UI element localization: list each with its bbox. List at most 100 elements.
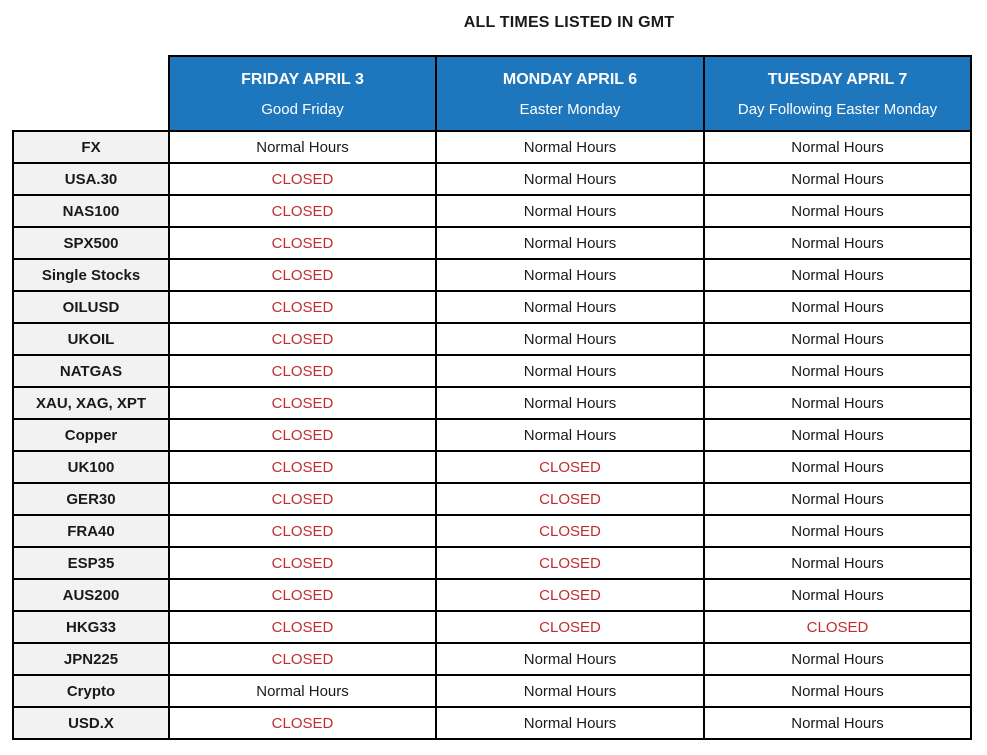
cell-value: CLOSED [435,450,705,484]
table-row: Crypto Normal Hours Normal Hours Normal … [12,674,972,708]
table-row: AUS200 CLOSED CLOSED Normal Hours [12,578,972,612]
cell-value: CLOSED [168,162,437,196]
cell-value: Normal Hours [703,386,972,420]
table-row: USD.X CLOSED Normal Hours Normal Hours [12,706,972,740]
row-label: Crypto [12,674,170,708]
page-title: ALL TIMES LISTED IN GMT [463,14,675,31]
cell-value: Normal Hours [435,674,705,708]
cell-value: Normal Hours [703,290,972,324]
cell-value: CLOSED [168,322,437,356]
table-header-row: FRIDAY APRIL 3 Good Friday MONDAY APRIL … [13,55,972,132]
cell-value: Normal Hours [703,514,972,548]
cell-value: Normal Hours [435,162,705,196]
table-row: GER30 CLOSED CLOSED Normal Hours [12,482,972,516]
table-row: ESP35 CLOSED CLOSED Normal Hours [12,546,972,580]
cell-value: Normal Hours [703,642,972,676]
column-header-friday: FRIDAY APRIL 3 Good Friday [168,55,437,132]
cell-value: CLOSED [435,546,705,580]
column-header-monday: MONDAY APRIL 6 Easter Monday [435,55,705,132]
table-row: FX Normal Hours Normal Hours Normal Hour… [12,130,972,164]
row-label: Single Stocks [12,258,170,292]
cell-value: Normal Hours [703,354,972,388]
row-label: USD.X [12,706,170,740]
cell-value: Normal Hours [435,418,705,452]
row-label: Copper [12,418,170,452]
cell-value: Normal Hours [703,322,972,356]
table-row: NAS100 CLOSED Normal Hours Normal Hours [12,194,972,228]
table-row: JPN225 CLOSED Normal Hours Normal Hours [12,642,972,676]
cell-value: CLOSED [703,610,972,644]
cell-value: CLOSED [168,386,437,420]
cell-value: CLOSED [168,482,437,516]
cell-value: Normal Hours [703,482,972,516]
column-day-subtitle: Easter Monday [519,101,621,118]
row-label: ESP35 [12,546,170,580]
row-label: GER30 [12,482,170,516]
row-label: NATGAS [12,354,170,388]
cell-value: Normal Hours [435,386,705,420]
table-row: UK100 CLOSED CLOSED Normal Hours [12,450,972,484]
table-row: HKG33 CLOSED CLOSED CLOSED [12,610,972,644]
cell-value: Normal Hours [435,706,705,740]
row-label: XAU, XAG, XPT [12,386,170,420]
cell-value: CLOSED [168,642,437,676]
cell-value: Normal Hours [703,130,972,164]
row-label: OILUSD [12,290,170,324]
cell-value: Normal Hours [435,354,705,388]
row-label: JPN225 [12,642,170,676]
cell-value: Normal Hours [435,226,705,260]
cell-value: CLOSED [435,482,705,516]
row-label: UKOIL [12,322,170,356]
cell-value: Normal Hours [703,418,972,452]
row-label: USA.30 [12,162,170,196]
cell-value: CLOSED [168,514,437,548]
column-day-subtitle: Day Following Easter Monday [737,101,938,118]
table-row: Single Stocks CLOSED Normal Hours Normal… [12,258,972,292]
row-label: FRA40 [12,514,170,548]
column-day-title: FRIDAY APRIL 3 [241,71,364,88]
cell-value: CLOSED [168,290,437,324]
row-label: HKG33 [12,610,170,644]
cell-value: Normal Hours [703,706,972,740]
cell-value: Normal Hours [703,546,972,580]
cell-value: Normal Hours [435,642,705,676]
table-body: FX Normal Hours Normal Hours Normal Hour… [12,130,972,740]
cell-value: CLOSED [168,450,437,484]
cell-value: CLOSED [168,258,437,292]
row-label: FX [12,130,170,164]
cell-value: CLOSED [168,354,437,388]
cell-value: Normal Hours [703,258,972,292]
row-label: SPX500 [12,226,170,260]
header-corner-cell [13,56,169,131]
cell-value: Normal Hours [703,450,972,484]
column-day-title: MONDAY APRIL 6 [502,71,638,88]
cell-value: CLOSED [435,610,705,644]
column-day-title: TUESDAY APRIL 7 [767,71,908,88]
cell-value: Normal Hours [703,578,972,612]
cell-value: Normal Hours [435,130,705,164]
cell-value: CLOSED [168,706,437,740]
cell-value: Normal Hours [435,194,705,228]
cell-value: Normal Hours [703,674,972,708]
table-row: NATGAS CLOSED Normal Hours Normal Hours [12,354,972,388]
cell-value: CLOSED [168,226,437,260]
table-row: SPX500 CLOSED Normal Hours Normal Hours [12,226,972,260]
cell-value: Normal Hours [435,258,705,292]
column-day-subtitle: Good Friday [261,101,344,118]
trading-hours-table: FRIDAY APRIL 3 Good Friday MONDAY APRIL … [12,55,972,740]
row-label: AUS200 [12,578,170,612]
table-row: UKOIL CLOSED Normal Hours Normal Hours [12,322,972,356]
cell-value: Normal Hours [703,194,972,228]
cell-value: CLOSED [168,578,437,612]
cell-value: CLOSED [168,546,437,580]
table-row: OILUSD CLOSED Normal Hours Normal Hours [12,290,972,324]
cell-value: Normal Hours [168,674,437,708]
cell-value: Normal Hours [435,322,705,356]
cell-value: CLOSED [435,578,705,612]
cell-value: CLOSED [168,610,437,644]
table-row: FRA40 CLOSED CLOSED Normal Hours [12,514,972,548]
table-row: USA.30 CLOSED Normal Hours Normal Hours [12,162,972,196]
row-label: UK100 [12,450,170,484]
cell-value: CLOSED [168,418,437,452]
cell-value: Normal Hours [703,226,972,260]
